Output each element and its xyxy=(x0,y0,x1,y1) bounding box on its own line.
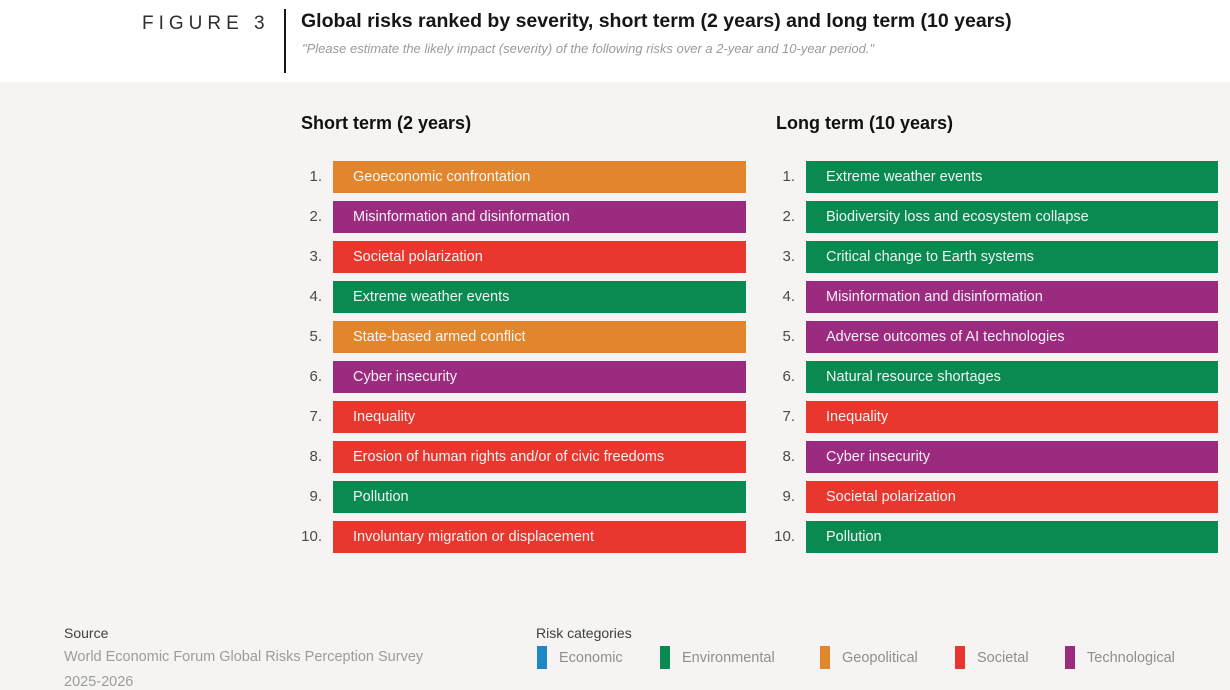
rank-row: 7. Inequality xyxy=(763,401,1218,433)
risk-bar: Pollution xyxy=(806,521,1218,553)
rank-row: 10. Involuntary migration or displacement xyxy=(290,521,746,553)
rank-number: 8. xyxy=(782,448,795,465)
risk-bar: Natural resource shortages xyxy=(806,361,1218,393)
risk-bar: Critical change to Earth systems xyxy=(806,241,1218,273)
risk-bar: Geoeconomic confrontation xyxy=(333,161,746,193)
rank-row: 2. Biodiversity loss and ecosystem collap… xyxy=(763,201,1218,233)
rank-number: 7. xyxy=(309,408,322,425)
rank-number: 10. xyxy=(301,528,322,545)
source-label: Source xyxy=(64,625,109,641)
rank-row: 1. Geoeconomic confrontation xyxy=(290,161,746,193)
rank-row: 5. Adverse outcomes of AI technologies xyxy=(763,321,1218,353)
rank-number: 2. xyxy=(309,208,322,225)
rank-row: 6. Natural resource shortages xyxy=(763,361,1218,393)
rank-row: 10. Pollution xyxy=(763,521,1218,553)
header-divider xyxy=(284,9,286,73)
source-years: 2025-2026 xyxy=(64,674,134,690)
rank-number: 7. xyxy=(782,408,795,425)
rank-number: 6. xyxy=(782,368,795,385)
rank-row: 8. Cyber insecurity xyxy=(763,441,1218,473)
rank-number: 9. xyxy=(782,488,795,505)
rank-number: 6. xyxy=(309,368,322,385)
rank-number: 2. xyxy=(782,208,795,225)
short-term-column-title: Short term (2 years) xyxy=(301,113,472,133)
risk-bar: Extreme weather events xyxy=(333,281,746,313)
risk-categories-legend: Economic Environmental Geopolitical Societa… xyxy=(0,646,1230,672)
source-text: World Economic Forum Global Risks Percep… xyxy=(64,649,424,665)
rank-row: 7. Inequality xyxy=(290,401,746,433)
environmental-swatch xyxy=(660,646,670,669)
rank-row: 9. Pollution xyxy=(290,481,746,513)
long-term-rank-list: 1. Extreme weather events 2. Biodiversity l… xyxy=(763,161,1218,561)
rank-number: 9. xyxy=(309,488,322,505)
economic-swatch xyxy=(537,646,547,669)
legend-item-environmental: Environmental xyxy=(660,646,775,669)
legend-label: Economic xyxy=(559,649,623,666)
risk-bar: Cyber insecurity xyxy=(806,441,1218,473)
rank-number: 3. xyxy=(309,248,322,265)
legend-item-geopolitical: Geopolitical xyxy=(820,646,918,669)
figure-label: FIGURE 3 xyxy=(142,13,270,34)
geopolitical-swatch xyxy=(820,646,830,669)
rank-number: 1. xyxy=(309,168,322,185)
rank-number: 10. xyxy=(774,528,795,545)
rank-number: 1. xyxy=(782,168,795,185)
short-term-rank-list: 1. Geoeconomic confrontation 2. Misinformat… xyxy=(290,161,746,561)
rank-number: 4. xyxy=(309,288,322,305)
risk-bar: Pollution xyxy=(333,481,746,513)
rank-number: 5. xyxy=(782,328,795,345)
risk-bar: Societal polarization xyxy=(806,481,1218,513)
rank-row: 1. Extreme weather events xyxy=(763,161,1218,193)
risk-bar: Inequality xyxy=(333,401,746,433)
societal-swatch xyxy=(955,646,965,669)
rank-row: 8. Erosion of human rights and/or of civi… xyxy=(290,441,746,473)
rank-number: 8. xyxy=(309,448,322,465)
risk-bar: Cyber insecurity xyxy=(333,361,746,393)
rank-number: 3. xyxy=(782,248,795,265)
legend-item-technological: Technological xyxy=(1065,646,1175,669)
risk-bar: Biodiversity loss and ecosystem collapse xyxy=(806,201,1218,233)
figure-header: FIGURE 3 Global risks ranked by severity… xyxy=(0,0,1230,82)
legend-label: Societal xyxy=(977,649,1029,666)
rank-row: 3. Critical change to Earth systems xyxy=(763,241,1218,273)
risk-bar: Extreme weather events xyxy=(806,161,1218,193)
legend-label: Technological xyxy=(1087,649,1175,666)
rank-row: 9. Societal polarization xyxy=(763,481,1218,513)
rank-number: 4. xyxy=(782,288,795,305)
legend-label: Environmental xyxy=(682,649,775,666)
risk-bar: Misinformation and disinformation xyxy=(333,201,746,233)
long-term-column-title: Long term (10 years) xyxy=(776,113,954,133)
risk-bar: Misinformation and disinformation xyxy=(806,281,1218,313)
risk-bar: Involuntary migration or displacement xyxy=(333,521,746,553)
risk-bar: Societal polarization xyxy=(333,241,746,273)
legend-item-economic: Economic xyxy=(537,646,623,669)
rank-row: 4. Misinformation and disinformation xyxy=(763,281,1218,313)
rank-row: 5. State-based armed conflict xyxy=(290,321,746,353)
rank-row: 2. Misinformation and disinformation xyxy=(290,201,746,233)
rank-number: 5. xyxy=(309,328,322,345)
risk-bar: Inequality xyxy=(806,401,1218,433)
legend-title: Risk categories xyxy=(536,625,632,641)
risk-bar: Adverse outcomes of AI technologies xyxy=(806,321,1218,353)
figure-subtitle: "Please estimate the likely impact (seve… xyxy=(302,41,875,56)
legend-label: Geopolitical xyxy=(842,649,918,666)
legend-item-societal: Societal xyxy=(955,646,1029,669)
technological-swatch xyxy=(1065,646,1075,669)
rank-row: 3. Societal polarization xyxy=(290,241,746,273)
risk-bar: State-based armed conflict xyxy=(333,321,746,353)
risk-bar: Erosion of human rights and/or of civic … xyxy=(333,441,746,473)
rank-row: 6. Cyber insecurity xyxy=(290,361,746,393)
rank-row: 4. Extreme weather events xyxy=(290,281,746,313)
figure-title: Global risks ranked by severity, short t… xyxy=(301,10,1012,32)
